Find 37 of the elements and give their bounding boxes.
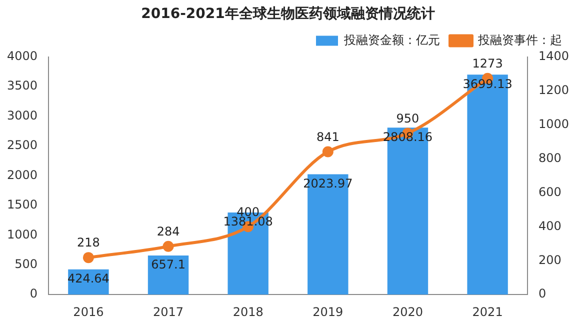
data-label: 424.64 — [67, 271, 110, 286]
y2-tick-label: 600 — [538, 184, 562, 199]
y-tick-label: 1500 — [6, 198, 38, 212]
y2-tick-label: 800 — [538, 150, 562, 165]
data-label: 218 — [76, 236, 100, 250]
bar — [148, 256, 189, 295]
chart-title: 2016-2021年全球生物医药领域融资情况统计 — [141, 5, 435, 22]
point — [82, 252, 94, 264]
y-tick-label: 2500 — [6, 138, 38, 152]
data-label: 657.1 — [151, 258, 186, 272]
x-tick-label: 2017 — [152, 304, 184, 319]
x-tick-label: 2016 — [73, 304, 104, 319]
x-tick-label: 2021 — [472, 304, 503, 319]
y-tick-label: 1000 — [6, 227, 38, 242]
y2-tick-label: 1400 — [538, 48, 570, 63]
point — [322, 146, 334, 158]
y-tick-label: 4000 — [6, 48, 38, 63]
y-tick-label: 0 — [30, 286, 38, 301]
data-label: 1273 — [472, 56, 503, 70]
x-tick-label: 2018 — [232, 304, 264, 319]
y-tick-label: 3000 — [6, 108, 38, 122]
x-tick-label: 2020 — [392, 304, 424, 319]
y2-tick-label: 400 — [538, 218, 562, 233]
y-tick-label: 3500 — [6, 78, 38, 93]
data-label: 841 — [316, 130, 340, 144]
y2-tick-label: 1000 — [538, 116, 570, 131]
y-tick-label: 2000 — [6, 168, 38, 182]
legend-label: 投融资事件：起 — [477, 32, 562, 47]
y2-tick-label: 1200 — [538, 82, 570, 97]
point — [162, 240, 174, 252]
y2-tick-label: 200 — [538, 252, 562, 267]
data-label: 950 — [396, 111, 420, 126]
y-tick-label: 500 — [14, 257, 38, 271]
legend-label: 投融资金额：亿元 — [343, 32, 440, 47]
data-label: 284 — [156, 224, 180, 238]
x-tick-label: 2019 — [312, 304, 344, 319]
y2-tick-label: 0 — [538, 286, 546, 301]
